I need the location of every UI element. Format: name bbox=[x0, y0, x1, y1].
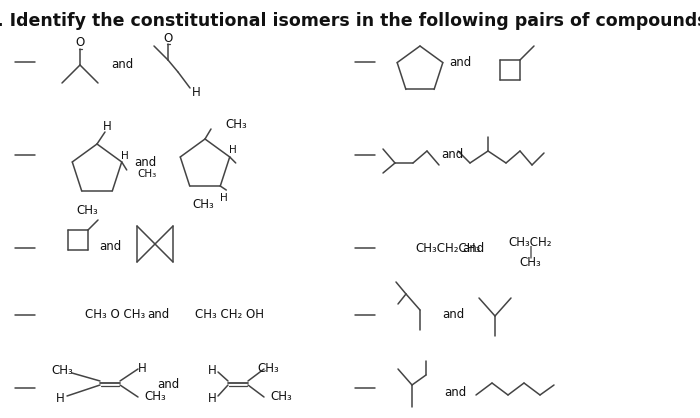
Text: CH₃: CH₃ bbox=[270, 390, 292, 403]
Text: H: H bbox=[208, 392, 216, 405]
Text: H: H bbox=[121, 151, 129, 161]
Text: O: O bbox=[76, 36, 85, 49]
Text: and: and bbox=[147, 308, 169, 321]
Text: and: and bbox=[134, 155, 156, 168]
Text: 1. Identify the constitutional isomers in the following pairs of compounds:: 1. Identify the constitutional isomers i… bbox=[0, 12, 700, 30]
Text: and: and bbox=[111, 59, 133, 71]
Text: and: and bbox=[449, 56, 471, 69]
Text: CH₃: CH₃ bbox=[225, 118, 246, 132]
Text: CH₃: CH₃ bbox=[192, 199, 214, 212]
Text: CH₃CH₂: CH₃CH₂ bbox=[508, 235, 552, 248]
Text: H: H bbox=[55, 392, 64, 405]
Text: CH₃: CH₃ bbox=[138, 169, 157, 179]
Text: CH₃: CH₃ bbox=[51, 364, 73, 377]
Text: and: and bbox=[441, 148, 463, 161]
Text: and: and bbox=[444, 385, 466, 398]
Text: H: H bbox=[220, 193, 228, 203]
Text: CH₃: CH₃ bbox=[76, 204, 98, 217]
Text: CH₃: CH₃ bbox=[144, 390, 166, 403]
Text: H: H bbox=[138, 362, 146, 375]
Text: H: H bbox=[229, 145, 237, 155]
Text: H: H bbox=[103, 120, 111, 133]
Text: CH₃: CH₃ bbox=[519, 255, 541, 268]
Text: CH₃ CH₂ OH: CH₃ CH₂ OH bbox=[195, 308, 264, 321]
Text: CH₃CH₂CH₃: CH₃CH₂CH₃ bbox=[415, 242, 480, 255]
Text: CH₃: CH₃ bbox=[257, 362, 279, 375]
Text: and: and bbox=[442, 308, 464, 321]
Text: CH₃ O CH₃: CH₃ O CH₃ bbox=[85, 308, 146, 321]
Text: H: H bbox=[208, 364, 216, 377]
Text: and: and bbox=[462, 242, 484, 255]
Text: and: and bbox=[157, 379, 179, 392]
Text: O: O bbox=[163, 31, 173, 44]
Text: H: H bbox=[192, 86, 200, 99]
Text: |: | bbox=[528, 245, 532, 258]
Text: and: and bbox=[99, 240, 121, 252]
